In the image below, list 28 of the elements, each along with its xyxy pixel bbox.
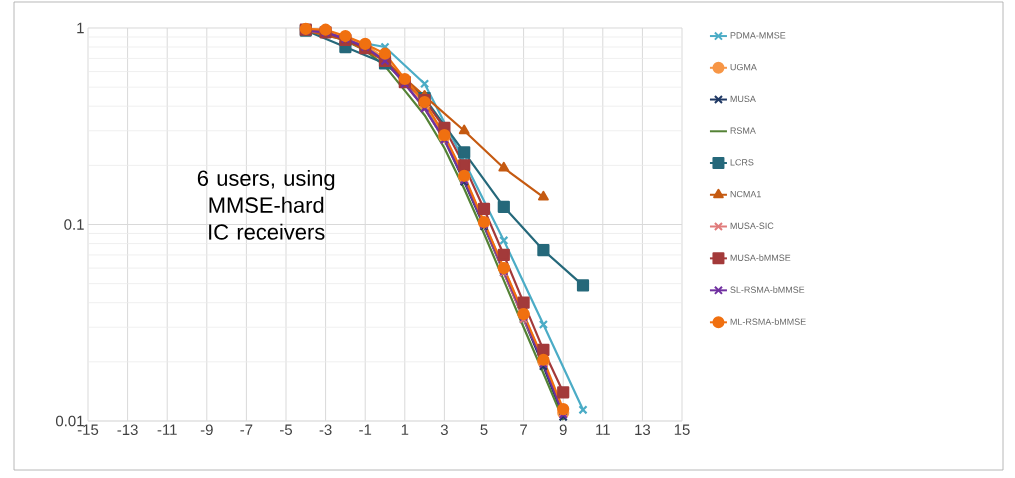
x-tick-label: 1	[401, 424, 409, 435]
legend-label: PDMA-MMSE	[730, 32, 786, 39]
legend-label: UGMA	[730, 63, 757, 71]
legend-label: NCMA1	[730, 190, 761, 198]
x-tick-label: -11	[157, 424, 177, 435]
annotation: 6 users, using MMSE-hard IC receivers	[197, 169, 335, 240]
x-tick-label: 3	[440, 424, 448, 436]
legend-label: SL-RSMA-bMMSE	[730, 286, 805, 293]
x-tick-label: -1	[359, 424, 372, 435]
x-tick-label: -7	[240, 424, 253, 435]
y-tick-label: 1	[77, 22, 84, 34]
x-tick-label: 7	[520, 424, 528, 435]
x-tick-label: -13	[117, 424, 138, 436]
x-tick-label: 15	[674, 424, 690, 435]
x-tick-label: 9	[559, 424, 567, 436]
y-tick-label: 0.1	[64, 219, 84, 230]
x-tick-label: 11	[596, 424, 610, 435]
x-tick-label: -3	[319, 424, 332, 436]
legend-label: RSMA	[730, 127, 756, 134]
x-tick-label: -9	[200, 424, 213, 436]
legend-label: MUSA-SIC	[730, 222, 774, 229]
x-tick-label: 13	[635, 424, 651, 436]
x-tick-label: -5	[280, 424, 293, 435]
legend-label: MUSA-bMMSE	[730, 254, 791, 261]
x-tick-label: 5	[480, 424, 488, 435]
legend-label: ML-RSMA-bMMSE	[730, 318, 806, 325]
legend-label: LCRS	[730, 159, 754, 166]
legend-label: MUSA	[730, 95, 756, 103]
